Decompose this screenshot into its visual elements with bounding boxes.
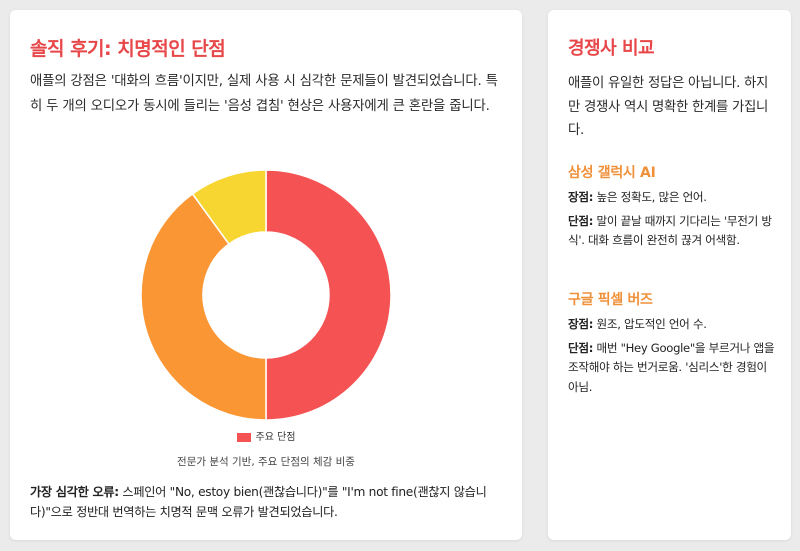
- competitor-con: 단점: 매번 "Hey Google"을 부르거나 앱을 조작해야 하는 번거로…: [568, 339, 780, 398]
- competitor-name: 삼성 갤럭시 AI: [568, 165, 656, 181]
- note-text: 스페인어 "No, estoy bien(괜찮습니다)"를 "I'm not f…: [30, 485, 487, 519]
- competitor-con: 단점: 말이 끝날 때까지 기다리는 '무전기 방식'. 대화 흐름이 완전히 …: [568, 212, 780, 251]
- competitor-title: 경쟁사 비교: [568, 38, 655, 59]
- donut-slice-1[interactable]: [265, 169, 392, 421]
- pro-text: 원조, 압도적인 언어 수.: [593, 317, 707, 331]
- drawbacks-title: 솔직 후기: 치명적인 단점: [30, 38, 226, 60]
- pro-label: 장점:: [568, 317, 594, 331]
- competitor-name: 구글 픽셀 버즈: [568, 292, 653, 308]
- chart-caption: 전문가 분석 기반, 주요 단점의 체감 비중: [177, 456, 355, 468]
- legend-swatch: [236, 432, 251, 442]
- con-label: 단점:: [568, 340, 594, 355]
- competitor-pro: 장점: 높은 정확도, 많은 언어.: [568, 188, 780, 208]
- drawbacks-card: 솔직 후기: 치명적인 단점 애플의 강점은 '대화의 흐름'이지만, 실제 사…: [10, 10, 522, 540]
- chart-legend[interactable]: 주요 단점: [10, 428, 522, 443]
- critical-error-note: 가장 심각한 오류: 스페인어 "No, estoy bien(괜찮습니다)"를…: [30, 482, 510, 522]
- competitor-card: 경쟁사 비교 애플이 유일한 정답은 아닙니다. 하지만 경쟁사 역시 명확한 …: [548, 10, 791, 540]
- note-label: 가장 심각한 오류:: [30, 485, 119, 499]
- competitor-google: 구글 픽셀 버즈 장점: 원조, 압도적인 언어 수. 단점: 매번 "Hey …: [568, 289, 780, 401]
- competitor-pro: 장점: 원조, 압도적인 언어 수.: [568, 315, 780, 335]
- con-text: 매번 "Hey Google"을 부르거나 앱을 조작해야 하는 번거로움. '…: [568, 340, 775, 394]
- donut-slice-3[interactable]: [191, 169, 267, 246]
- legend-label: 주요 단점: [255, 432, 296, 443]
- donut-chart-container: [10, 160, 522, 440]
- donut-slice-2[interactable]: [140, 192, 267, 421]
- drawbacks-intro: 애플의 강점은 '대화의 흐름'이지만, 실제 사용 시 심각한 문제들이 발견…: [30, 74, 498, 114]
- competitor-samsung: 삼성 갤럭시 AI 장점: 높은 정확도, 많은 언어. 단점: 말이 끝날 때…: [568, 162, 780, 255]
- pro-label: 장점:: [568, 190, 594, 204]
- con-label: 단점:: [568, 213, 594, 228]
- pro-text: 높은 정확도, 많은 언어.: [593, 190, 707, 204]
- con-text: 말이 끝날 때까지 기다리는 '무전기 방식'. 대화 흐름이 완전히 끊겨 어…: [568, 213, 772, 248]
- competitor-intro: 애플이 유일한 정답은 아닙니다. 하지만 경쟁사 역시 명확한 한계를 가집니…: [568, 76, 769, 138]
- donut-chart: [140, 169, 392, 421]
